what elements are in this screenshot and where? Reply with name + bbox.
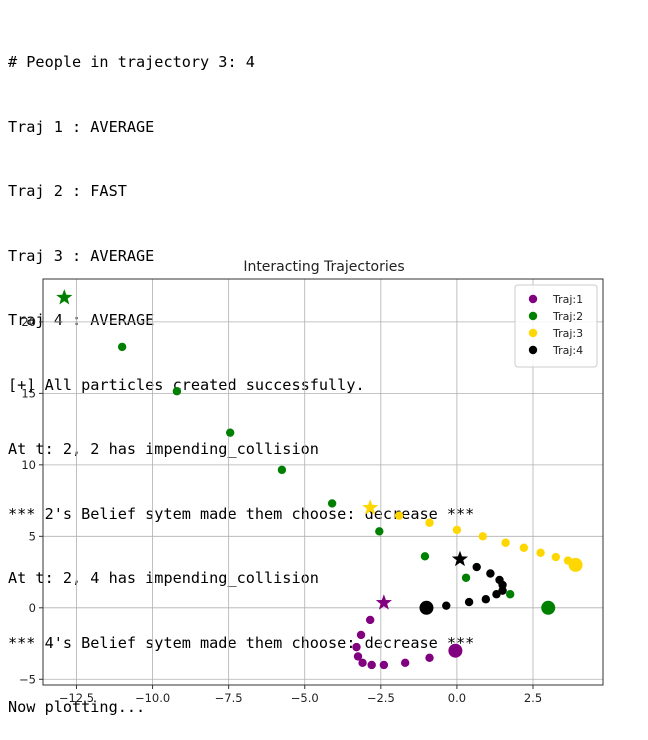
- x-tick-label: 0.0: [448, 691, 466, 705]
- chart-title: Interacting Trajectories: [243, 259, 404, 275]
- plot-frame: [42, 278, 604, 686]
- console-line: Traj 3 : AVERAGE: [8, 246, 155, 265]
- data-point: [425, 653, 434, 663]
- legend-label: Traj:3: [552, 327, 583, 340]
- legend: Traj:1 Traj:2 Traj:3 Traj:4: [514, 284, 598, 368]
- data-point: [394, 511, 404, 520]
- x-tick-label: −10.0: [135, 691, 170, 705]
- data-point: [481, 595, 491, 604]
- legend-label: Traj:4: [552, 344, 583, 357]
- data-point: [492, 590, 501, 599]
- grid: [43, 279, 603, 685]
- data-point: [356, 630, 366, 640]
- start-point: [419, 600, 434, 615]
- data-point: [353, 652, 363, 661]
- series-3: [362, 499, 583, 572]
- legend-marker: [528, 345, 538, 355]
- y-tick-label: 5: [29, 529, 36, 543]
- legend-box: [514, 284, 598, 368]
- legend-marker: [528, 328, 538, 338]
- data-point: [461, 573, 471, 582]
- x-tick-label: −2.5: [367, 691, 395, 705]
- data-point: [327, 499, 337, 508]
- x-tick-label: −12.5: [59, 691, 94, 705]
- console-line: *** 4's Belief sytem made them choose: d…: [8, 633, 475, 652]
- console-line: Now plotting...: [8, 698, 146, 716]
- x-tick-label: −5.0: [291, 691, 319, 705]
- series-1: [352, 594, 463, 670]
- data-point: [365, 615, 375, 625]
- data-point: [495, 575, 504, 585]
- data-point: [551, 552, 561, 562]
- data-point: [117, 342, 127, 352]
- data-point: [367, 660, 376, 670]
- data-point: [478, 532, 487, 541]
- end-star-marker: [451, 550, 469, 567]
- data-point: [277, 465, 287, 475]
- data-point: [464, 597, 474, 607]
- y-tick-label: 10: [21, 458, 36, 472]
- x-tick-label: −7.5: [215, 691, 243, 705]
- data-point: [400, 658, 410, 668]
- data-point: [452, 525, 462, 535]
- legend-label: Traj:2: [552, 310, 583, 323]
- data-layer: [56, 289, 583, 670]
- end-star-marker: [56, 289, 73, 305]
- data-point: [486, 569, 495, 578]
- data-point: [375, 527, 384, 536]
- y-tick-label: 20: [21, 315, 36, 329]
- data-point: [352, 642, 361, 652]
- start-point: [568, 557, 583, 572]
- end-star-marker: [375, 594, 392, 610]
- data-point: [505, 590, 515, 599]
- console-line: [+] All particles created successfully.: [8, 375, 365, 394]
- y-tick-label: 0: [29, 601, 36, 615]
- data-point: [442, 601, 451, 610]
- legend-marker: [528, 311, 538, 321]
- legend-marker: [528, 294, 538, 304]
- start-point: [448, 643, 463, 658]
- series-2: [56, 289, 556, 615]
- console-line: # People in trajectory 3: 4: [8, 53, 255, 71]
- y-tick-label: −5: [19, 672, 36, 686]
- data-point: [172, 387, 182, 396]
- x-tick-label: 2.5: [524, 691, 542, 705]
- start-point: [541, 600, 556, 615]
- data-point: [379, 660, 389, 670]
- console-output: # People in trajectory 3: 4 Traj 1 : AVE…: [8, 9, 474, 740]
- data-point: [536, 548, 545, 557]
- series-4: [419, 550, 507, 615]
- console-line: Traj 2 : FAST: [8, 182, 127, 200]
- data-point: [519, 543, 529, 552]
- data-point: [425, 518, 434, 527]
- data-point: [225, 428, 235, 437]
- scatter-chart: Interacting Trajectories −12.5 −10.0 −7.5−…: [19, 259, 604, 705]
- data-point: [501, 538, 510, 547]
- data-point: [472, 562, 481, 572]
- data-point: [420, 552, 430, 561]
- y-tick-label: 15: [21, 386, 36, 400]
- end-star-marker: [362, 499, 379, 515]
- legend-label: Traj:1: [552, 293, 583, 306]
- console-line: Traj 1 : AVERAGE: [8, 117, 155, 136]
- axis-ticks: −12.5 −10.0 −7.5 −5.0 −2.5 0.0 2.5 −5 0 5 10 15 20: [19, 315, 542, 705]
- data-point: [358, 658, 367, 668]
